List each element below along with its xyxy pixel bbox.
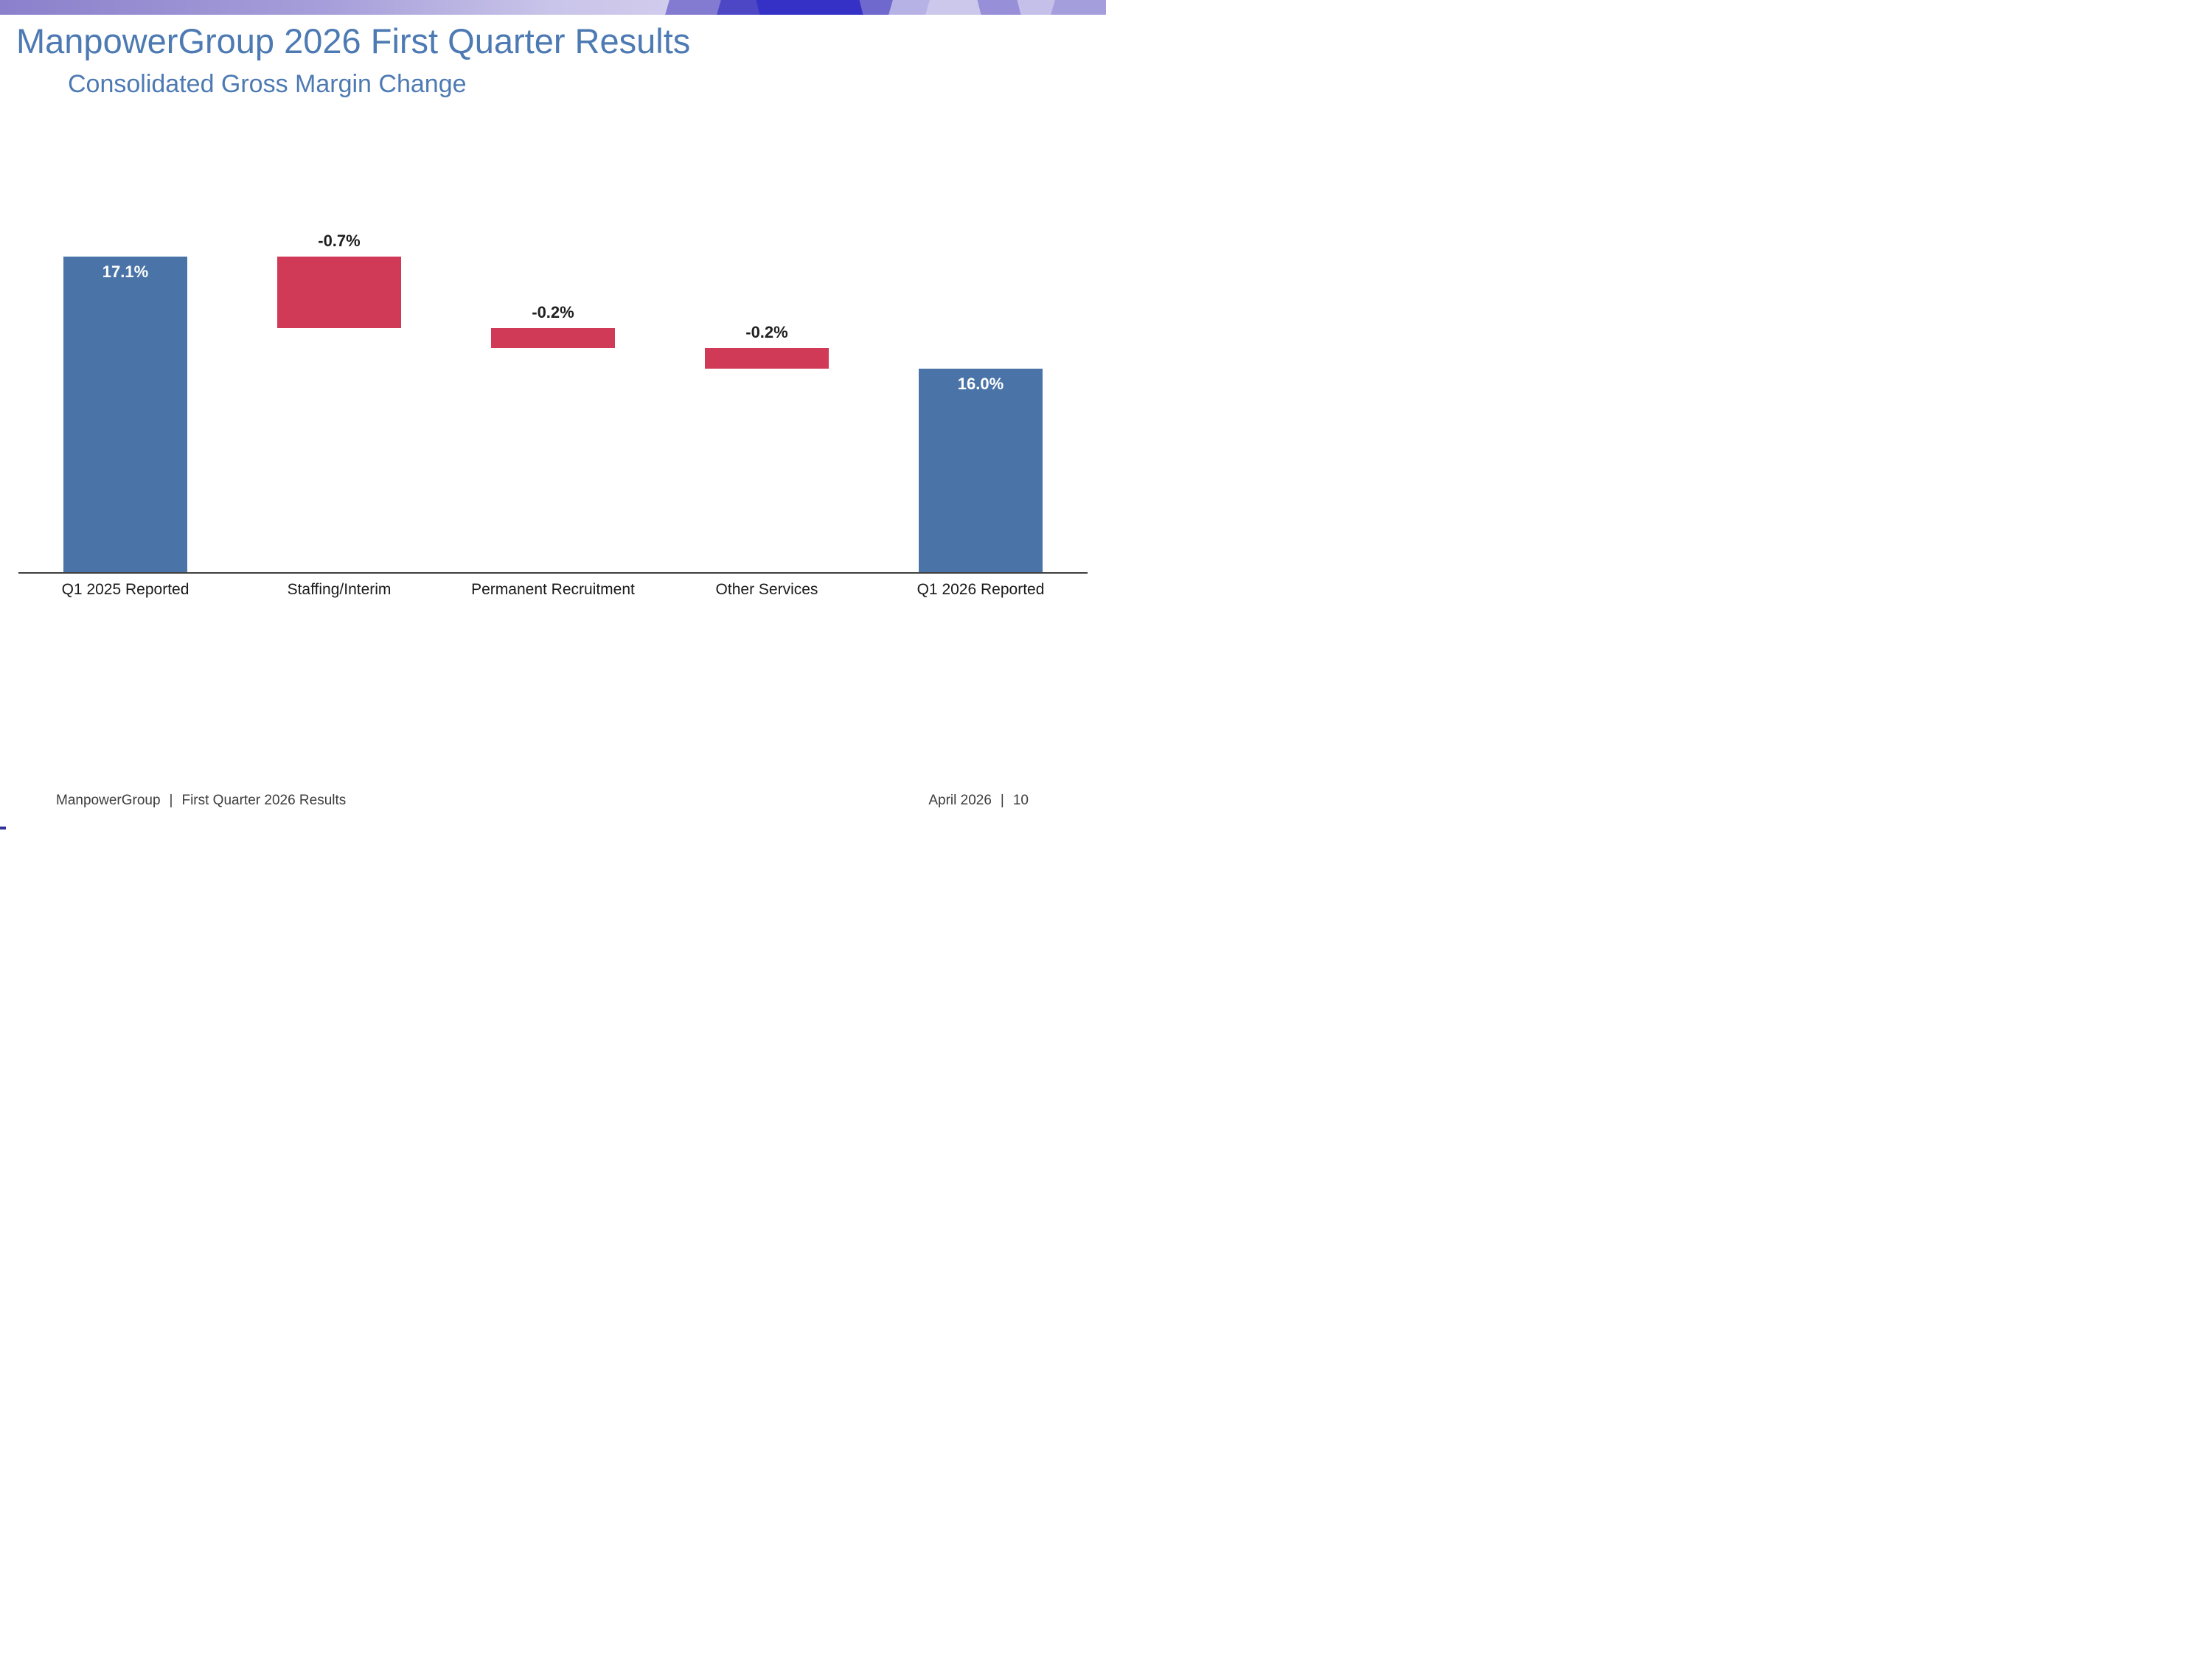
category-label: Q1 2026 Reported xyxy=(917,581,1045,598)
bar-value-label: -0.2% xyxy=(745,323,788,342)
band-facet xyxy=(755,0,872,15)
waterfall-bar: 17.1% xyxy=(63,257,188,572)
waterfall-column: 16.0% xyxy=(874,221,1088,572)
footer-divider: | xyxy=(1000,793,1004,808)
header-band xyxy=(0,0,1106,15)
footer-left: ManpowerGroup | First Quarter 2026 Results xyxy=(56,793,346,809)
slide-title: ManpowerGroup 2026 First Quarter Results xyxy=(16,21,691,60)
bar-value-label: 16.0% xyxy=(957,375,1004,394)
footer-page-number: 10 xyxy=(1012,793,1029,808)
category-label: Staffing/Interim xyxy=(287,581,392,598)
footer-deck-title: First Quarter 2026 Results xyxy=(181,793,347,808)
waterfall-bar xyxy=(704,348,830,369)
waterfall-bar: 16.0% xyxy=(918,369,1043,572)
bar-value-label: -0.7% xyxy=(318,232,361,251)
category-axis: Q1 2025 Reported Staffing/Interim Permanen… xyxy=(18,581,1088,599)
waterfall-column: -0.7% xyxy=(232,221,446,572)
category-label: Permanent Recruitment xyxy=(471,581,635,598)
bar-value-label: 17.1% xyxy=(102,262,149,282)
category-label: Other Services xyxy=(715,581,818,598)
waterfall-bar xyxy=(276,257,402,328)
waterfall-column: 17.1% xyxy=(18,221,232,572)
footer-right: April 2026 | 10 xyxy=(928,793,1029,809)
corner-mark xyxy=(0,827,6,830)
footer-brand: ManpowerGroup xyxy=(56,793,161,808)
waterfall-chart: 17.1% -0.7% -0.2% -0.2% 16.0% xyxy=(18,221,1088,572)
waterfall-bar xyxy=(490,327,616,349)
footer-divider: | xyxy=(169,793,173,808)
slide-subtitle: Consolidated Gross Margin Change xyxy=(68,70,467,98)
waterfall-column: -0.2% xyxy=(446,221,660,572)
category-label: Q1 2025 Reported xyxy=(61,581,189,598)
waterfall-column: -0.2% xyxy=(660,221,874,572)
slide: ManpowerGroup 2026 First Quarter Results… xyxy=(0,0,1106,830)
band-facet xyxy=(1049,0,1106,15)
footer-date: April 2026 xyxy=(928,793,992,808)
x-axis-line xyxy=(18,572,1088,574)
bar-value-label: -0.2% xyxy=(532,302,574,321)
